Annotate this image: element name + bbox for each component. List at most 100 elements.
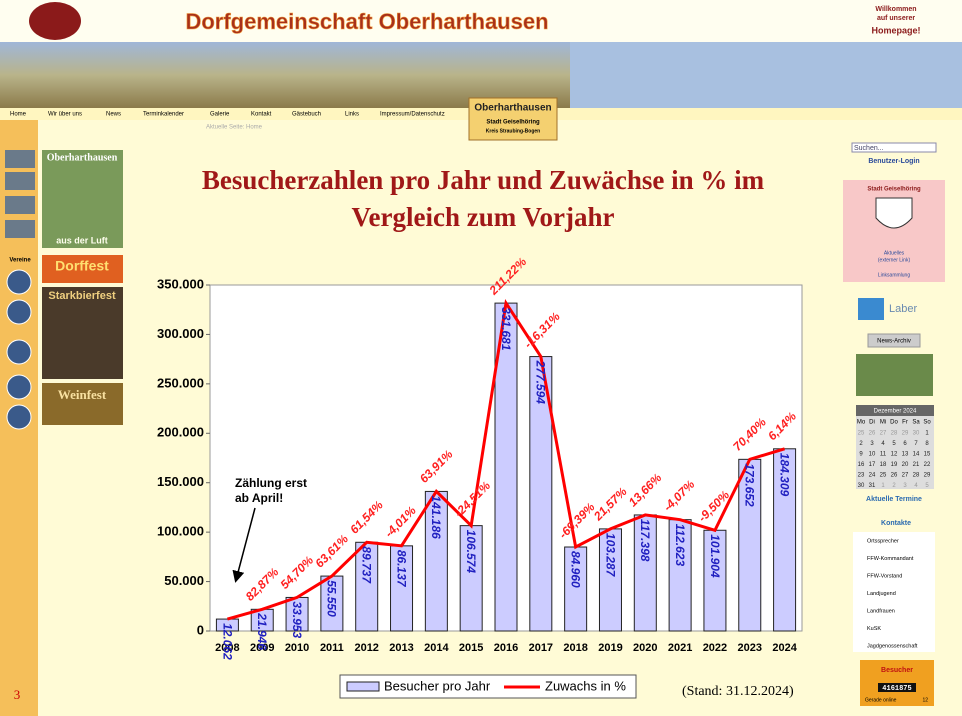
header-photo — [0, 42, 570, 108]
calendar-day: So — [923, 420, 931, 426]
y-tick-label: 150.000 — [157, 474, 204, 489]
calendar-date[interactable]: 18 — [880, 462, 887, 468]
calendar-date[interactable]: 25 — [880, 473, 887, 479]
calendar-date[interactable]: 3 — [903, 483, 907, 489]
calendar-date[interactable]: 2 — [859, 441, 863, 447]
calendar-date[interactable]: 2 — [892, 483, 896, 489]
calendar-day: Sa — [912, 420, 920, 426]
calendar-date[interactable]: 29 — [902, 431, 909, 437]
calendar-date[interactable]: 8 — [925, 441, 929, 447]
welcome: Willkommen — [875, 6, 916, 13]
x-tick-label: 2012 — [354, 642, 378, 654]
contact-link[interactable]: KuSK — [867, 626, 881, 632]
nav-link[interactable]: Impressum/Datenschutz — [380, 112, 445, 118]
calendar-date[interactable]: 1 — [925, 431, 929, 437]
calendar-date[interactable]: 23 — [858, 473, 865, 479]
calendar-date[interactable]: 9 — [859, 452, 863, 458]
nav-link[interactable]: Galerie — [210, 112, 230, 118]
calendar-date[interactable]: 7 — [914, 441, 918, 447]
calendar-date[interactable]: 31 — [869, 483, 876, 489]
calendar-date[interactable]: 10 — [869, 452, 876, 458]
calendar-day: Di — [869, 420, 875, 426]
contact-link[interactable]: FFW-Kommandant — [867, 556, 914, 562]
termine-link[interactable]: Aktuelle Termine — [866, 496, 922, 503]
x-tick-label: 2023 — [738, 642, 762, 654]
nav-link[interactable]: Terminkalender — [143, 112, 184, 118]
nav-link[interactable]: Gästebuch — [292, 112, 321, 118]
club-logo[interactable] — [6, 299, 32, 325]
bar-value-label: 173.652 — [743, 463, 757, 507]
calendar-date[interactable]: 12 — [891, 452, 898, 458]
club-logo[interactable] — [6, 269, 32, 295]
club-logo[interactable] — [6, 339, 32, 365]
y-tick-label: 100.000 — [157, 524, 204, 539]
calendar-date[interactable]: 6 — [903, 441, 907, 447]
calendar-date[interactable]: 1 — [881, 483, 885, 489]
contact-link[interactable]: Landfrauen — [867, 608, 895, 614]
contact-link[interactable]: Jagdgenossenschaft — [867, 643, 918, 649]
calendar-date[interactable]: 5 — [892, 441, 896, 447]
x-tick-label: 2008 — [215, 642, 239, 654]
nav-link[interactable]: Kontakt — [251, 112, 272, 118]
bar-value-label: 55.550 — [325, 580, 339, 617]
club-logo[interactable] — [6, 374, 32, 400]
calendar-date[interactable]: 13 — [902, 452, 909, 458]
calendar-date[interactable]: 30 — [913, 431, 920, 437]
tile[interactable] — [42, 383, 123, 425]
tile[interactable] — [42, 287, 123, 379]
calendar-date[interactable]: 29 — [924, 473, 931, 479]
calendar-date[interactable]: 16 — [858, 462, 865, 468]
nav-link[interactable]: Wir über uns — [48, 112, 82, 118]
club-logo[interactable] — [6, 404, 32, 430]
calendar-date[interactable]: 5 — [925, 483, 929, 489]
calendar-date[interactable]: 4 — [881, 441, 885, 447]
login-link[interactable]: Benutzer-Login — [868, 158, 919, 165]
vereine-label: Vereine — [9, 258, 31, 264]
bar-value-label: 86.137 — [394, 550, 408, 588]
calendar-date[interactable]: 26 — [891, 473, 898, 479]
site-title: Dorfgemeinschaft Oberharthausen — [185, 9, 548, 34]
icon — [5, 220, 35, 238]
contact-link[interactable]: Ortssprecher — [867, 538, 899, 544]
calendar-date[interactable]: 26 — [869, 431, 876, 437]
calendar-date[interactable]: 24 — [869, 473, 876, 479]
calendar-date[interactable]: 28 — [913, 473, 920, 479]
calendar-date[interactable]: 27 — [902, 473, 909, 479]
tile[interactable] — [42, 255, 123, 283]
calendar-date[interactable]: 28 — [891, 431, 898, 437]
calendar-date[interactable]: 30 — [858, 483, 865, 489]
contact-link[interactable]: Landjugend — [867, 591, 896, 597]
aktuelles-link: (externer Link) — [878, 257, 911, 263]
legend-box — [339, 674, 637, 699]
calendar-date[interactable]: 11 — [880, 452, 887, 458]
calendar-date[interactable]: 17 — [869, 462, 876, 468]
welcome: Homepage! — [871, 25, 920, 35]
bar-value-label: 101.904 — [708, 534, 722, 578]
contact-link[interactable]: FFW-Vorstand — [867, 573, 902, 579]
kontakte-title: Kontakte — [881, 520, 911, 527]
calendar-date[interactable]: 4 — [914, 483, 918, 489]
calendar-date[interactable]: 25 — [858, 431, 865, 437]
legend-label: Besucher pro Jahr — [384, 678, 491, 693]
archiv-button[interactable] — [867, 333, 921, 348]
calendar-date[interactable]: 21 — [913, 462, 920, 468]
calendar-date[interactable]: 27 — [880, 431, 887, 437]
calendar-date[interactable]: 15 — [924, 452, 931, 458]
tile[interactable] — [42, 150, 123, 248]
search-box[interactable] — [851, 142, 937, 153]
calendar-date[interactable]: 22 — [924, 462, 931, 468]
calendar-date[interactable]: 14 — [913, 452, 920, 458]
y-tick-label: 200.000 — [157, 425, 204, 440]
links-link[interactable]: Linksammlung — [878, 272, 910, 278]
calendar-date[interactable]: 19 — [891, 462, 898, 468]
tile-label: Dorffest — [55, 258, 109, 274]
nav-link[interactable]: News — [106, 112, 121, 118]
calendar-date[interactable]: 20 — [902, 462, 909, 468]
aktuelles-link[interactable]: Aktuelles — [884, 250, 905, 256]
logo — [29, 2, 81, 40]
calendar-date[interactable]: 3 — [870, 441, 874, 447]
nav-link[interactable]: Links — [345, 112, 359, 118]
x-tick-label: 2020 — [633, 642, 657, 654]
nav-link[interactable]: Home — [10, 112, 27, 118]
